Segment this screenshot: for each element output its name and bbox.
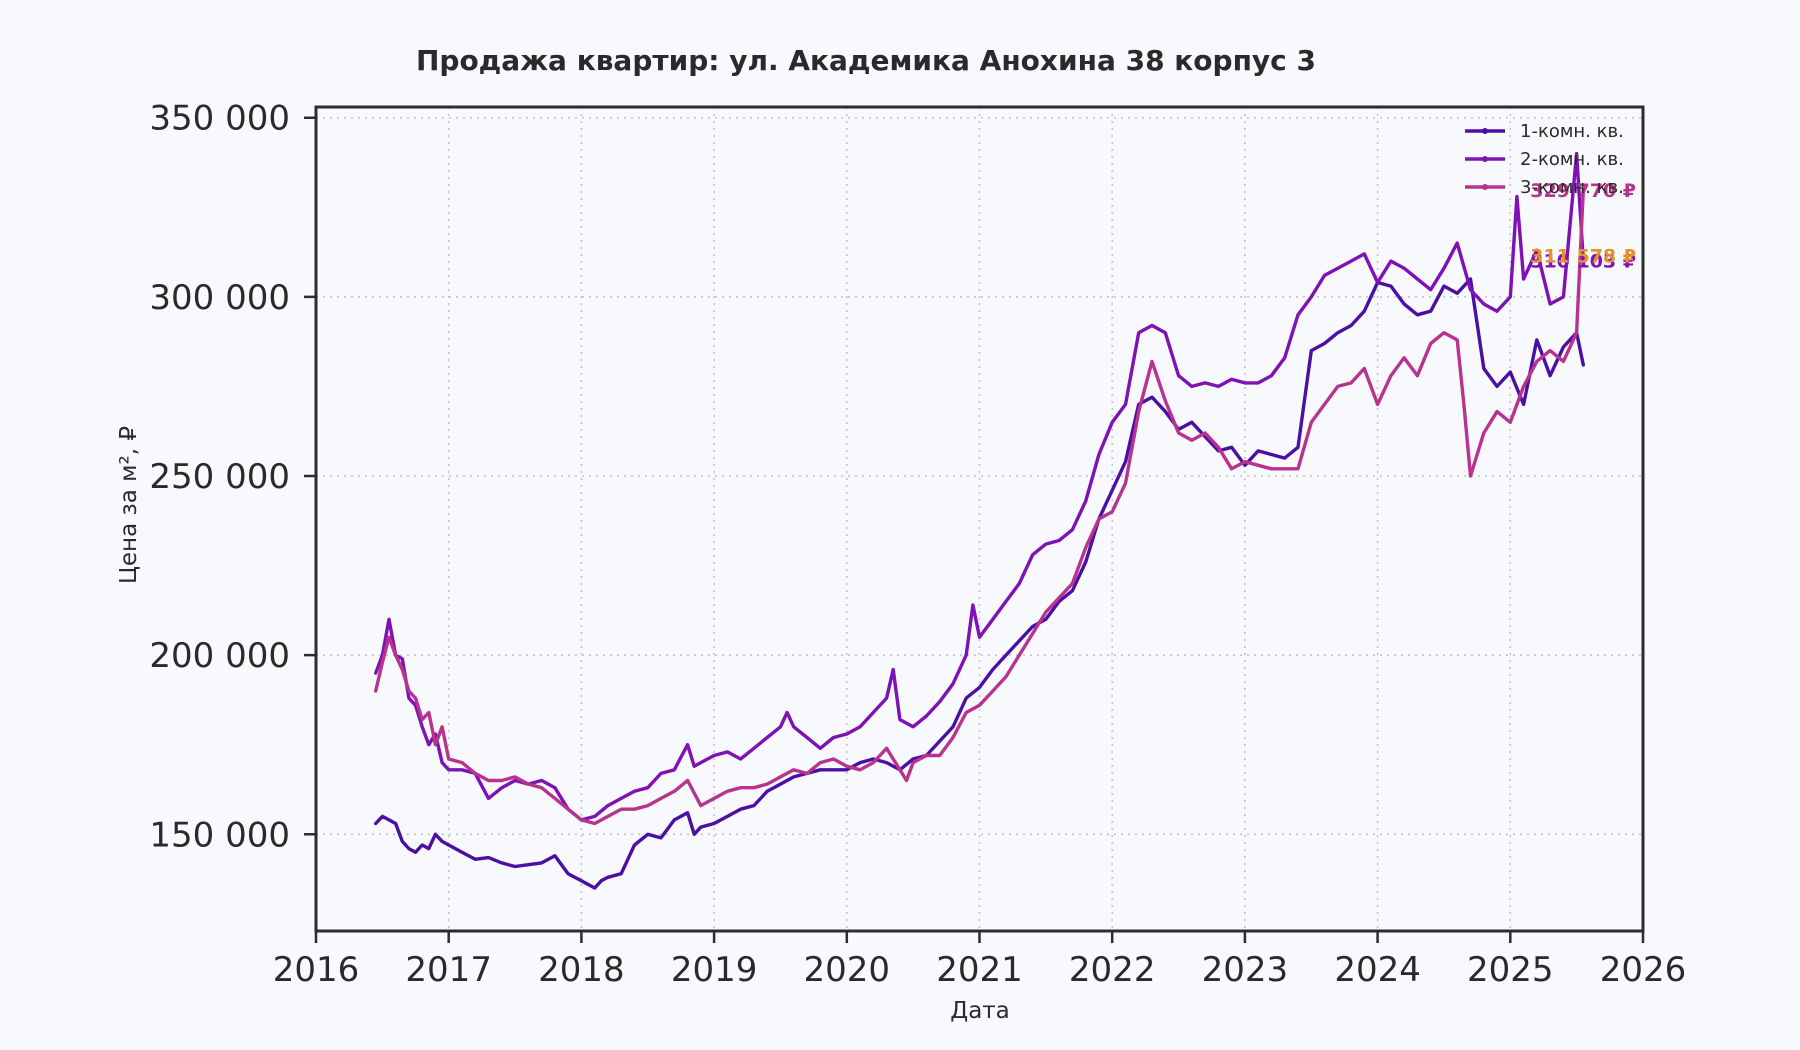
x-tick-label: 2023: [1202, 950, 1289, 990]
x-tick-label: 2022: [1069, 950, 1156, 990]
legend-label: 1-комн. кв.: [1520, 121, 1624, 142]
annotation-label: 311 578 ₽: [1530, 245, 1636, 267]
x-tick-label: 2016: [273, 950, 360, 990]
series-line-1: [374, 277, 1585, 890]
x-tick-label: 2018: [538, 950, 625, 990]
legend-marker: [1482, 128, 1488, 134]
series-end-label: 310 103 ₽: [1530, 251, 1636, 273]
x-tick-label: 2025: [1467, 950, 1554, 990]
y-tick-label: 150 000: [149, 815, 290, 855]
y-tick-label: 250 000: [149, 457, 290, 497]
x-tick-label: 2019: [671, 950, 758, 990]
x-tick-label: 2024: [1334, 950, 1421, 990]
x-tick-label: 2021: [936, 950, 1023, 990]
end-labels: 310 103 ₽ 329 770 ₽ 311 578 ₽: [1530, 180, 1636, 272]
y-axis-title: Цена за м², ₽: [116, 426, 142, 584]
legend-label: 2-комн. кв.: [1520, 149, 1624, 170]
legend-marker: [1482, 156, 1488, 162]
x-tick-label: 2026: [1600, 950, 1687, 990]
series-end-label: 329 770 ₽: [1530, 180, 1636, 202]
x-tick-label: 2017: [405, 950, 492, 990]
series-lines: [374, 151, 1585, 890]
series-line-3: [374, 188, 1585, 826]
legend-label: 3-комн. кв.: [1520, 177, 1624, 198]
grid: [315, 107, 1644, 931]
y-tick-label: 350 000: [149, 99, 290, 139]
chart-title: Продажа квартир: ул. Академика Анохина 3…: [416, 44, 1316, 77]
legend: 1-комн. кв. 2-комн. кв. 3-комн. кв.: [1465, 121, 1624, 198]
y-tick-label: 200 000: [149, 636, 290, 676]
x-axis-title: Дата: [950, 998, 1010, 1024]
legend-marker: [1482, 184, 1488, 190]
x-tick-label: 2020: [804, 950, 891, 990]
axes: 2016 2017 2018 2019 2020 2021 2022 2023 2024 2025…: [149, 99, 1686, 990]
y-tick-label: 300 000: [149, 278, 290, 318]
